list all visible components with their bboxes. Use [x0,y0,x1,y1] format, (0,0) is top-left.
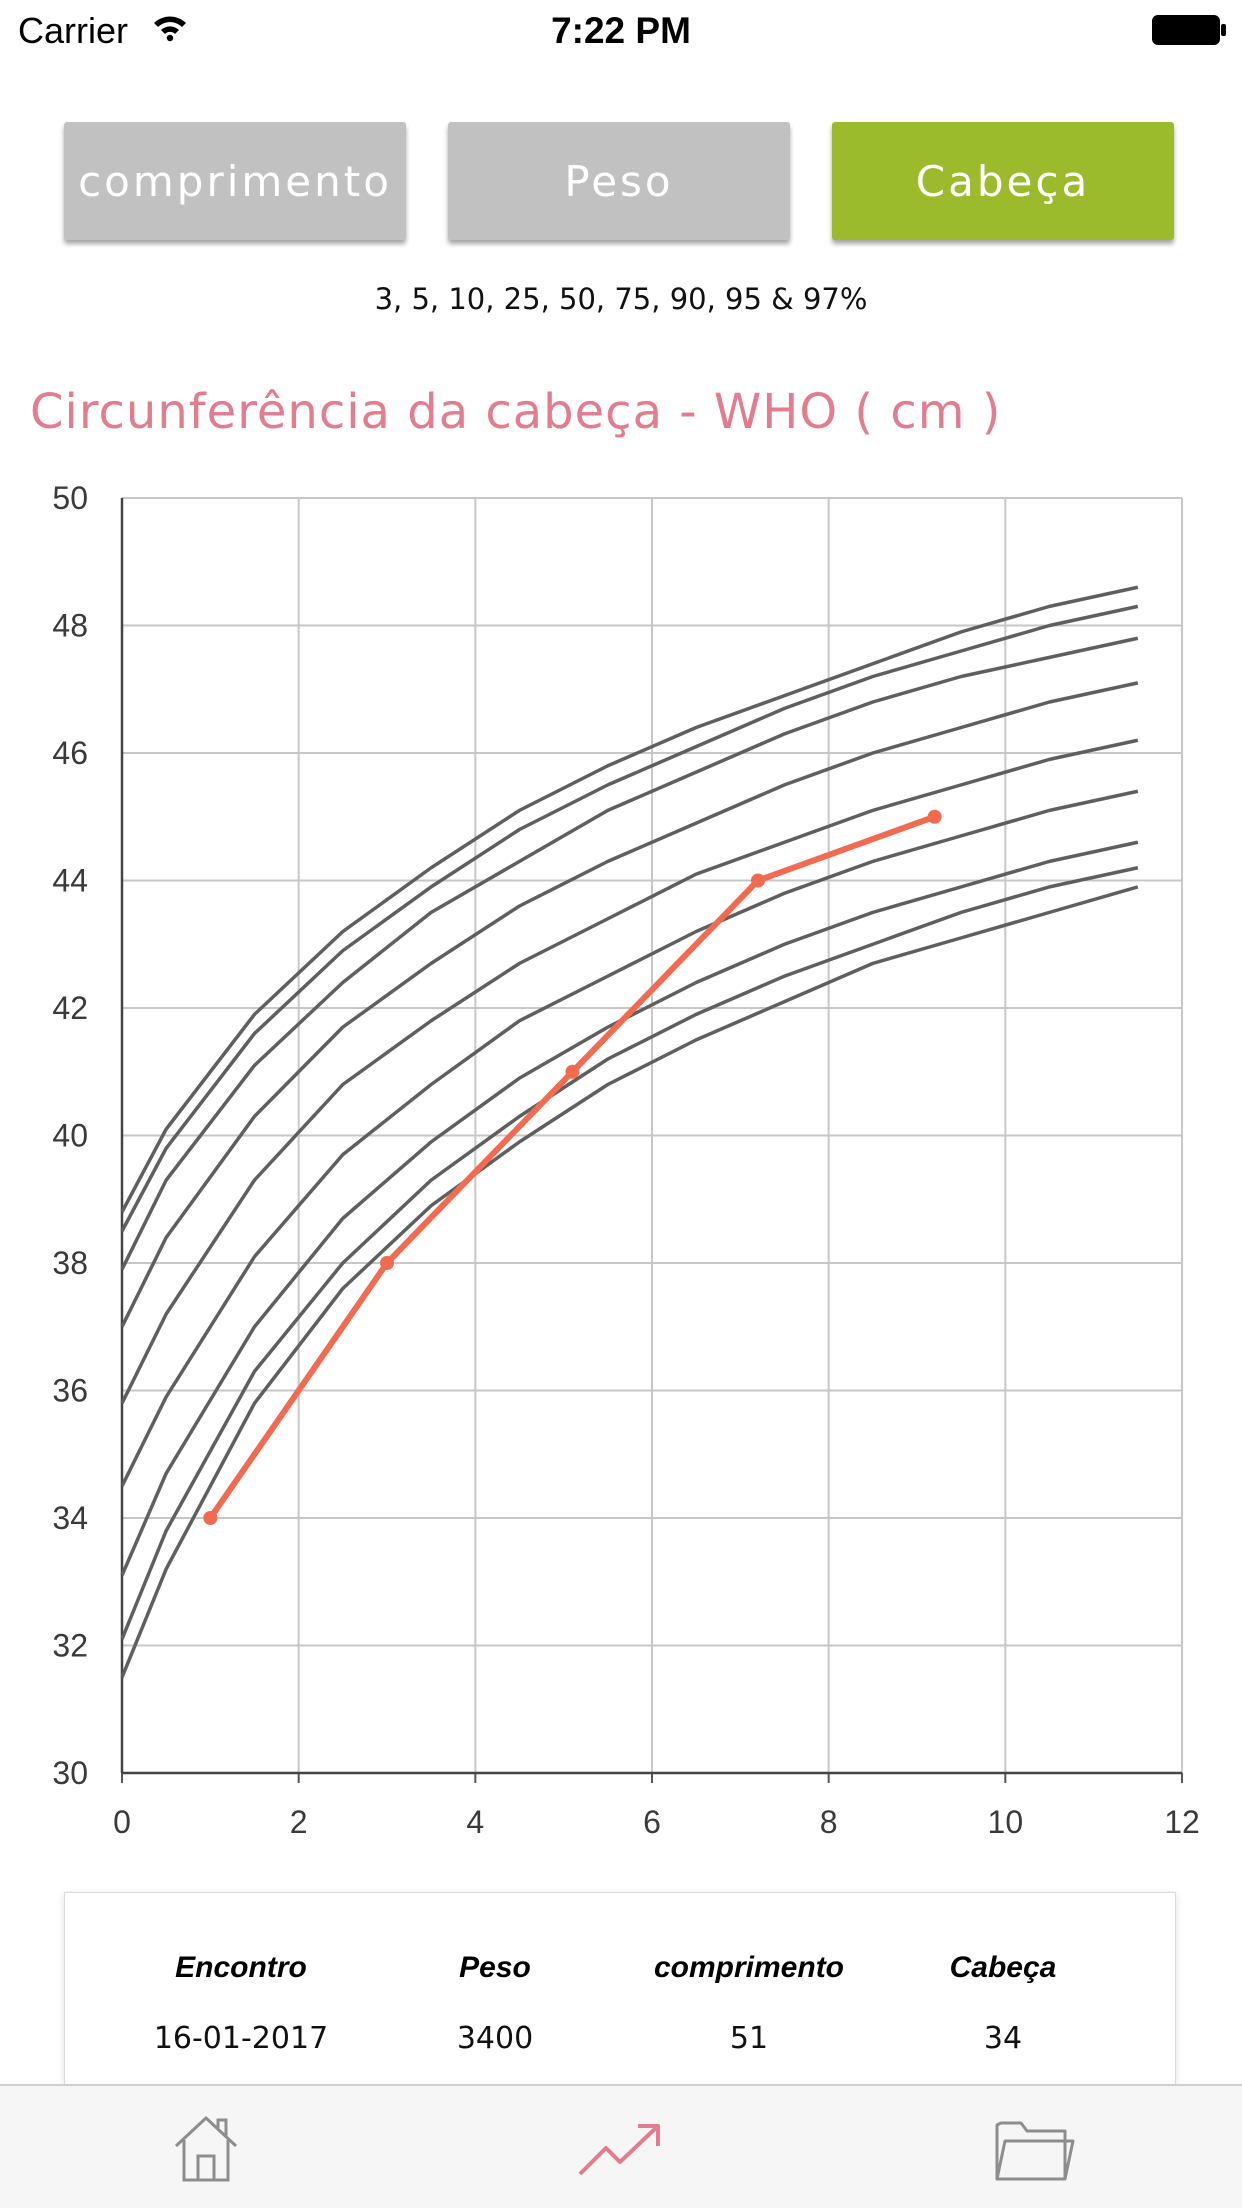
x-axis-labels: 0 2 4 6 8 10 12 [113,1804,1200,1840]
percentile-curve-4 [120,789,1139,1487]
column-header-length: comprimento [653,1951,845,1984]
percentiles-caption: 3, 5, 10, 25, 50, 75, 90, 95 & 97% [374,282,868,316]
x-tick-label: 2 [290,1804,308,1840]
x-tick-label: 8 [820,1804,838,1840]
y-tick-label: 32 [52,1628,88,1664]
y-tick-label: 34 [52,1500,88,1536]
x-tick-label: 10 [988,1804,1024,1840]
x-tick-label: 12 [1164,1804,1200,1840]
y-tick-label: 30 [52,1755,88,1791]
percentile-curve-5 [120,738,1139,1405]
head-tab-button[interactable]: Cabeça [832,122,1174,240]
percentile-curve-8 [120,604,1139,1232]
status-bar: Carrier 7:22 PM [0,0,1242,60]
table-cell-weight: 3400 [456,2021,534,2056]
y-tick-label: 44 [52,863,88,899]
percentile-curve-2 [120,866,1139,1640]
y-tick-label: 48 [52,608,88,644]
patient-point [927,809,942,824]
table-cell-length: 51 [729,2021,769,2056]
patient-point [751,873,765,888]
x-tick-label: 4 [466,1804,484,1840]
column-header-date: Encontro [175,1951,307,1984]
table-cell-date: 16-01-2017 [153,2021,329,2056]
percentile-curve-7 [120,636,1139,1271]
patient-point [380,1256,394,1270]
trend-up-icon [578,2124,660,2176]
x-tick-label: 0 [113,1804,131,1840]
battery-icon [1152,15,1226,45]
patient-growth-line [203,809,942,1525]
y-tick-label: 38 [52,1245,88,1281]
home-icon [174,2116,238,2182]
tab-growth[interactable] [530,2086,710,2208]
clock: 7:22 PM [551,10,691,51]
column-header-weight: Peso [459,1951,531,1984]
percentile-curve-6 [120,681,1139,1328]
tab-home[interactable] [116,2086,296,2208]
table-cell-head: 34 [983,2021,1023,2056]
percentile-curve-9 [120,585,1139,1213]
percentile-curve-3 [120,840,1139,1577]
column-header-head: Cabeça [949,1951,1057,1984]
tab-bar [0,2084,1242,2208]
patient-point [565,1064,580,1079]
chart-grid [120,497,1183,1783]
y-tick-label: 50 [52,480,88,516]
weight-tab-button[interactable]: Peso [448,122,790,240]
wifi-icon [154,16,186,42]
patient-line [207,813,936,1520]
patient-point [203,1511,218,1525]
carrier-label: Carrier [18,10,129,51]
percentile-curve-1 [120,885,1139,1679]
y-tick-label: 46 [52,735,88,771]
x-tick-label: 6 [643,1804,661,1840]
percentile-curves [120,585,1139,1679]
y-tick-label: 40 [52,1118,88,1154]
y-axis-labels: 30 32 34 36 38 40 42 44 46 48 50 [52,480,88,1791]
y-tick-label: 42 [52,990,88,1026]
tab-records[interactable] [944,2086,1124,2208]
y-tick-label: 36 [52,1373,88,1409]
chart-title: Circunferência da cabeça - WHO ( cm ) [30,384,1002,440]
length-tab-button[interactable]: comprimento [64,122,406,240]
folder-icon [995,2121,1075,2181]
